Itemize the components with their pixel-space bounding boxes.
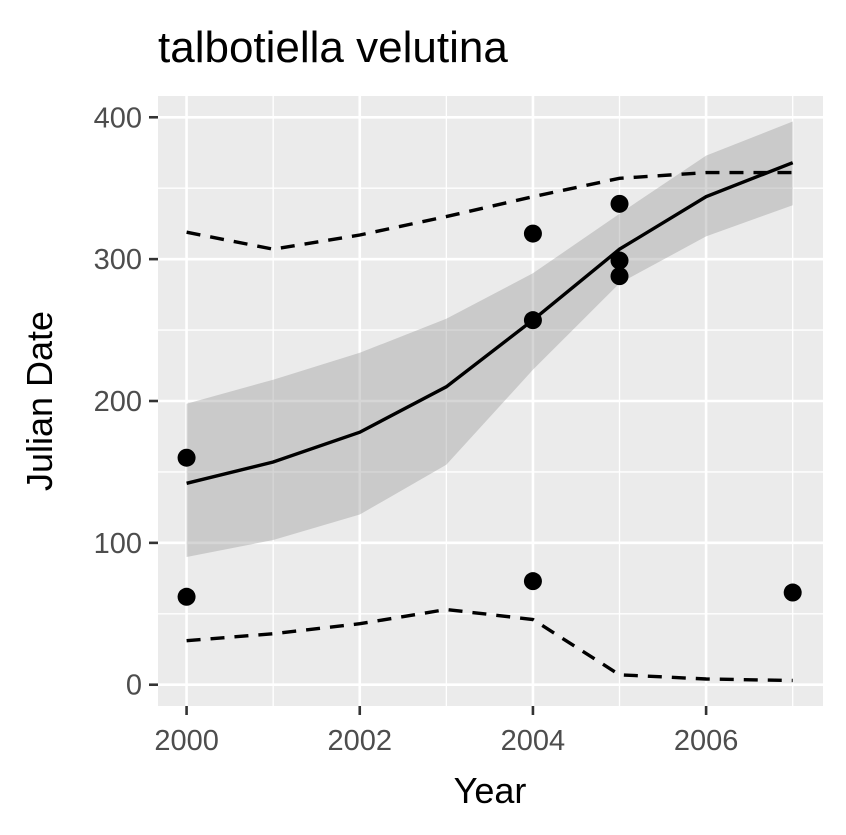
y-axis-ticks: 0 100 200 300 400	[94, 102, 158, 702]
data-point	[523, 572, 542, 591]
y-tick-label: 100	[94, 528, 142, 560]
y-tick-label: 0	[126, 670, 142, 702]
major-gridlines	[158, 96, 823, 706]
data-point	[523, 311, 542, 330]
chart-title: talbotiella velutina	[158, 23, 508, 72]
x-tick-label: 2002	[327, 725, 392, 757]
data-point	[177, 448, 196, 467]
x-tick-label: 2004	[501, 725, 566, 757]
fitted-trend-line	[186, 161, 794, 485]
data-points	[177, 194, 802, 606]
x-axis-ticks: 2000 2002 2004 2006	[154, 706, 738, 757]
y-axis-title: Julian Date	[19, 311, 60, 491]
confidence-band	[186, 121, 793, 557]
data-point	[610, 251, 629, 270]
y-tick-label: 200	[94, 386, 142, 418]
data-point	[610, 267, 629, 286]
x-tick-label: 2000	[154, 725, 219, 757]
data-point	[610, 194, 629, 213]
x-tick-label: 2006	[674, 725, 739, 757]
y-tick-label: 300	[94, 244, 142, 276]
lower-bound-dashed-line	[186, 607, 793, 683]
upper-bound-dashed-line	[186, 170, 793, 251]
data-point	[783, 583, 802, 602]
data-point	[523, 224, 542, 243]
y-tick-label: 400	[94, 102, 142, 134]
x-axis-title: Year	[454, 770, 527, 811]
data-point	[177, 587, 196, 606]
